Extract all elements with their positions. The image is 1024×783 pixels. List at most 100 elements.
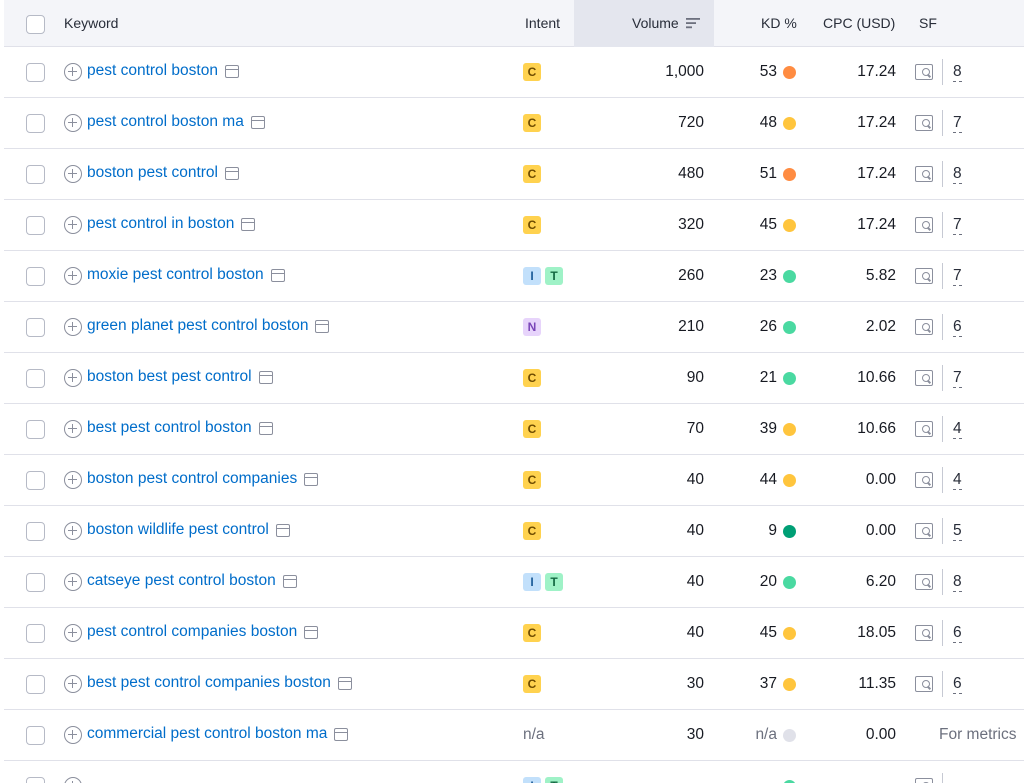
keyword-link[interactable]: boston pest control companies — [87, 470, 319, 488]
serp-features-icon[interactable] — [915, 625, 933, 641]
serp-preview-icon[interactable] — [258, 421, 273, 435]
add-to-list-icon[interactable] — [64, 471, 82, 489]
column-header-sf[interactable]: SF — [919, 15, 937, 31]
intent-badge-t[interactable]: T — [545, 777, 563, 783]
add-to-list-icon[interactable] — [64, 624, 82, 642]
intent-badge-c[interactable]: C — [523, 624, 541, 642]
intent-badge-c[interactable]: C — [523, 675, 541, 693]
serp-preview-icon[interactable] — [337, 676, 352, 690]
intent-badge-i[interactable]: I — [523, 267, 541, 285]
row-checkbox[interactable] — [26, 573, 45, 592]
keyword-link[interactable]: pest control companies boston — [87, 623, 319, 641]
serp-features-icon[interactable] — [915, 166, 933, 182]
keyword-link[interactable]: pest control boston ma — [87, 113, 265, 131]
keyword-link[interactable]: best pest control companies boston — [87, 674, 352, 692]
serp-features-count[interactable]: 7 — [953, 216, 962, 235]
serp-features-icon[interactable] — [915, 268, 933, 284]
add-to-list-icon[interactable] — [64, 573, 82, 591]
serp-preview-icon[interactable] — [270, 268, 285, 282]
serp-preview-icon[interactable] — [334, 727, 349, 741]
row-checkbox[interactable] — [26, 318, 45, 337]
intent-badge-c[interactable]: C — [523, 522, 541, 540]
add-to-list-icon[interactable] — [64, 165, 82, 183]
intent-badge-c[interactable]: C — [523, 420, 541, 438]
serp-features-count[interactable]: 6 — [953, 624, 962, 643]
serp-features-count[interactable]: 8 — [953, 63, 962, 82]
add-to-list-icon[interactable] — [64, 420, 82, 438]
serp-features-icon[interactable] — [915, 319, 933, 335]
add-to-list-icon[interactable] — [64, 267, 82, 285]
intent-badge-c[interactable]: C — [523, 63, 541, 81]
keyword-link[interactable]: pest control in boston — [87, 215, 256, 233]
keyword-link[interactable]: boston pest control — [87, 164, 239, 182]
column-header-keyword[interactable]: Keyword — [64, 15, 119, 31]
keyword-link[interactable]: catseye pest control boston — [87, 572, 297, 590]
serp-preview-icon[interactable] — [241, 217, 256, 231]
intent-badge-c[interactable]: C — [523, 216, 541, 234]
serp-preview-icon[interactable] — [304, 472, 319, 486]
column-header-intent[interactable]: Intent — [525, 15, 561, 31]
serp-preview-icon[interactable] — [315, 319, 330, 333]
add-to-list-icon[interactable] — [64, 777, 82, 783]
column-header-kd[interactable]: KD % — [761, 15, 797, 31]
row-checkbox[interactable] — [26, 216, 45, 235]
serp-features-icon[interactable] — [915, 64, 933, 80]
intent-badge-n[interactable]: N — [523, 318, 541, 336]
serp-features-icon[interactable] — [915, 523, 933, 539]
serp-features-count[interactable]: 4 — [953, 471, 962, 490]
add-to-list-icon[interactable] — [64, 216, 82, 234]
column-header-volume[interactable]: Volume — [632, 15, 701, 31]
serp-features-count[interactable]: 6 — [953, 675, 962, 694]
row-checkbox[interactable] — [26, 777, 45, 783]
serp-preview-icon[interactable] — [304, 625, 319, 639]
serp-features-count[interactable]: 7 — [953, 267, 962, 286]
row-checkbox[interactable] — [26, 675, 45, 694]
intent-badge-c[interactable]: C — [523, 165, 541, 183]
serp-features-icon[interactable] — [915, 472, 933, 488]
keyword-link[interactable]: pest control boston — [87, 62, 239, 80]
serp-features-icon[interactable] — [915, 574, 933, 590]
serp-preview-icon[interactable] — [275, 523, 290, 537]
add-to-list-icon[interactable] — [64, 522, 82, 540]
row-checkbox[interactable] — [26, 267, 45, 286]
select-all-checkbox[interactable] — [26, 15, 45, 34]
serp-features-icon[interactable] — [915, 676, 933, 692]
serp-features-count[interactable]: 8 — [953, 573, 962, 592]
keyword-link[interactable]: green planet pest control boston — [87, 317, 330, 335]
row-checkbox[interactable] — [26, 369, 45, 388]
serp-features-count[interactable]: 6 — [953, 318, 962, 337]
keyword-link[interactable]: boston wildlife pest control — [87, 521, 290, 539]
intent-badge-t[interactable]: T — [545, 267, 563, 285]
keyword-link[interactable]: best pest control boston — [87, 419, 273, 437]
serp-features-icon[interactable] — [915, 217, 933, 233]
row-checkbox[interactable] — [26, 471, 45, 490]
keyword-link[interactable]: moxie pest control boston — [87, 266, 285, 284]
serp-features-count[interactable]: 8 — [953, 165, 962, 184]
add-to-list-icon[interactable] — [64, 675, 82, 693]
serp-preview-icon[interactable] — [282, 574, 297, 588]
add-to-list-icon[interactable] — [64, 318, 82, 336]
serp-preview-icon[interactable] — [250, 115, 265, 129]
row-checkbox[interactable] — [26, 420, 45, 439]
serp-features-count[interactable]: 7 — [953, 369, 962, 388]
intent-badge-i[interactable]: I — [523, 777, 541, 783]
serp-features-count[interactable]: 4 — [953, 420, 962, 439]
serp-preview-icon[interactable] — [258, 370, 273, 384]
add-to-list-icon[interactable] — [64, 369, 82, 387]
row-checkbox[interactable] — [26, 726, 45, 745]
intent-badge-c[interactable]: C — [523, 114, 541, 132]
serp-features-icon[interactable] — [915, 115, 933, 131]
row-checkbox[interactable] — [26, 63, 45, 82]
serp-preview-icon[interactable] — [224, 166, 239, 180]
column-header-cpc[interactable]: CPC (USD) — [823, 15, 896, 31]
row-checkbox[interactable] — [26, 522, 45, 541]
row-checkbox[interactable] — [26, 624, 45, 643]
add-to-list-icon[interactable] — [64, 114, 82, 132]
intent-badge-c[interactable]: C — [523, 369, 541, 387]
intent-badge-i[interactable]: I — [523, 573, 541, 591]
keyword-link[interactable]: boston best pest control — [87, 368, 273, 386]
intent-badge-t[interactable]: T — [545, 573, 563, 591]
add-to-list-icon[interactable] — [64, 63, 82, 81]
sf-metrics-link[interactable]: For metrics — [939, 726, 1017, 743]
add-to-list-icon[interactable] — [64, 726, 82, 744]
